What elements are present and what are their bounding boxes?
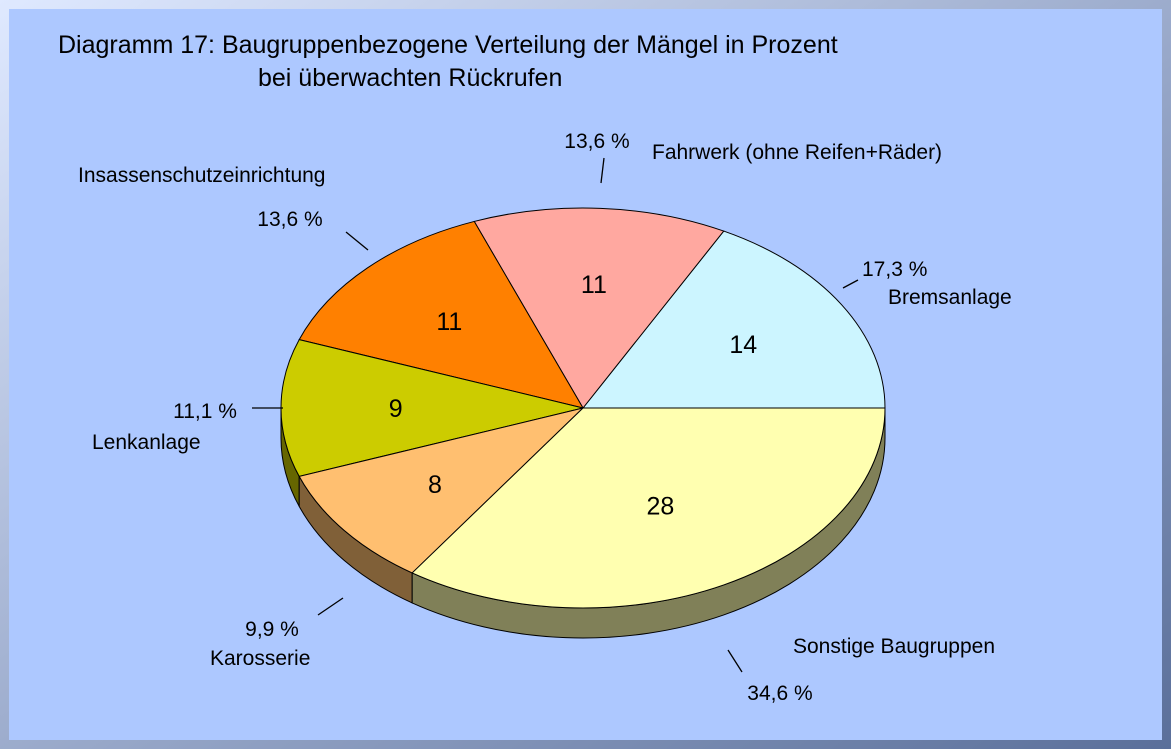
- value-label: 8: [428, 471, 442, 499]
- slice: [581, 230, 886, 409]
- leader-line: [317, 597, 344, 616]
- percentage-label: 13,6 %: [257, 208, 322, 231]
- percentage-label: 11,1 %: [173, 400, 237, 423]
- slice: [411, 407, 886, 609]
- value-label: 14: [729, 331, 757, 359]
- value-label: 9: [389, 395, 403, 423]
- percentage-label: 13,6 %: [564, 130, 629, 153]
- category-label: Karosserie: [210, 647, 310, 670]
- chart-title: Diagramm 17: Baugruppenbezogene Verteilu…: [58, 31, 838, 59]
- leader-line: [842, 279, 859, 289]
- slice: [298, 407, 585, 574]
- category-label: Fahrwerk (ohne Reifen+Räder): [652, 141, 942, 164]
- category-label: Lenkanlage: [92, 431, 201, 454]
- category-label: Bremsanlage: [888, 286, 1012, 309]
- percentage-label: 17,3 %: [862, 258, 927, 281]
- value-label: 11: [581, 271, 607, 299]
- category-label: Insassenschutzeinrichtung: [78, 164, 325, 187]
- percentage-label: 9,9 %: [245, 618, 299, 641]
- chart-subtitle: bei überwachten Rückrufen: [258, 64, 562, 92]
- slice: [298, 220, 585, 409]
- percentage-label: 34,6 %: [747, 682, 812, 705]
- value-label: 28: [647, 492, 675, 520]
- category-label: Sonstige Baugruppen: [793, 635, 995, 658]
- leader-line: [345, 231, 369, 251]
- leader-line: [600, 157, 605, 184]
- leader-line: [727, 649, 743, 673]
- value-label: 11: [436, 308, 462, 336]
- slice: [473, 207, 725, 409]
